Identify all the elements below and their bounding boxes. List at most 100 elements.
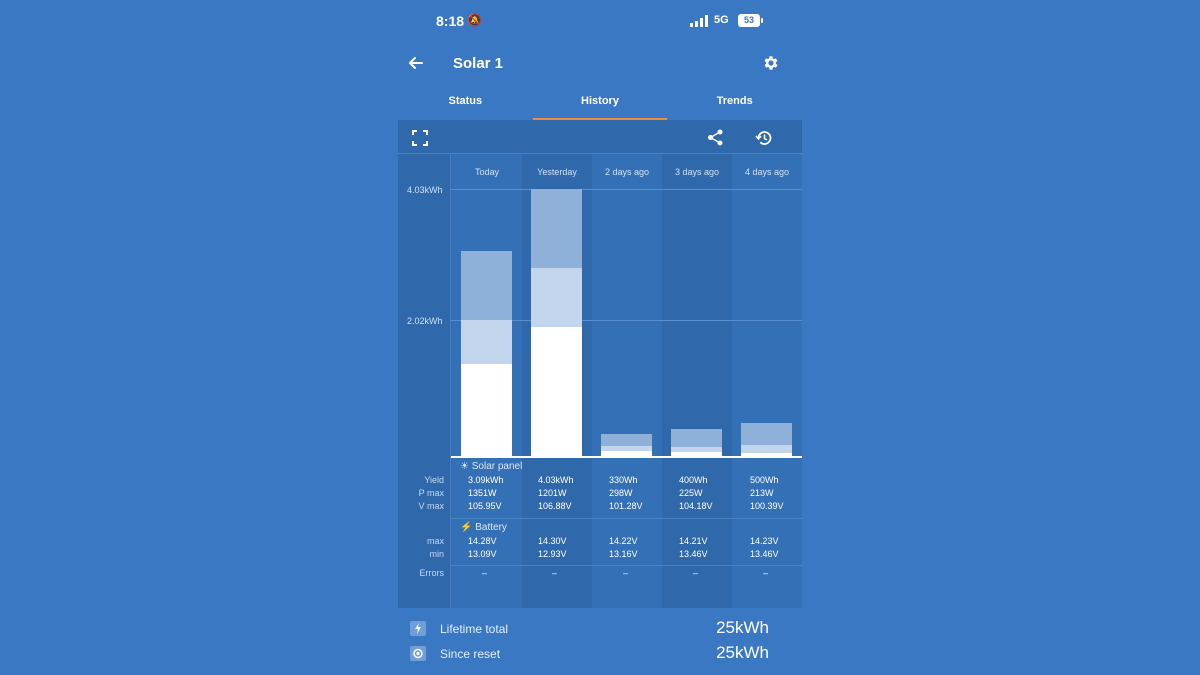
pmax-cell: 1201W [538, 488, 567, 498]
solar-panel-title: Solar panel [471, 461, 523, 472]
battery-min-cell: 13.46V [750, 549, 779, 559]
error-cell: – [623, 568, 629, 578]
phone-screen: 8:18 🔕 5G 53 Solar 1 Status History Tren… [398, 0, 802, 675]
reset-icon [410, 646, 426, 661]
since-reset-value: 25kWh [716, 643, 769, 662]
battery-max-cell: 14.22V [609, 536, 638, 546]
status-bar: 8:18 🔕 5G 53 [398, 0, 802, 44]
battery-min-cell: 13.16V [609, 549, 638, 559]
vmax-cell: 104.18V [679, 501, 713, 511]
lifetime-total-row: Lifetime total 25kWh [398, 617, 802, 641]
error-cell: – [482, 568, 488, 578]
yield-cell: 500Wh [750, 475, 779, 485]
tab-bar: Status History Trends [398, 88, 802, 120]
pmax-cell: 1351W [468, 488, 497, 498]
battery-section-title: ⚡ Battery [460, 522, 507, 533]
row-label-vmax: V max [418, 501, 444, 511]
battery-title: Battery [475, 522, 507, 533]
gridline [451, 189, 802, 190]
sun-icon: ☀ [460, 461, 469, 472]
pmax-cell: 298W [609, 488, 633, 498]
row-label-min: min [429, 549, 444, 559]
chart-toolbar [398, 120, 802, 154]
solar-panel-section-title: ☀ Solar panel [460, 461, 522, 472]
yield-cell: 330Wh [609, 475, 638, 485]
page-title: Solar 1 [453, 55, 504, 72]
lifetime-total-label: Lifetime total [440, 622, 509, 636]
signal-icon [690, 15, 710, 27]
column-bg [732, 154, 802, 608]
yield-cell: 400Wh [679, 475, 708, 485]
battery-max-cell: 14.21V [679, 536, 708, 546]
battery-max-cell: 14.30V [538, 536, 567, 546]
bar-segment-middle [601, 446, 652, 452]
y-axis-column [398, 154, 451, 608]
since-reset-row: Since reset 25kWh [398, 642, 802, 666]
gear-icon[interactable] [762, 54, 780, 72]
bar-segment-middle [741, 444, 792, 453]
bar-segment-middle [531, 267, 582, 328]
bar-segment-bottom [461, 363, 512, 456]
bar-segment-bottom [741, 452, 792, 456]
bar-segment-top [601, 434, 652, 447]
vmax-cell: 100.39V [750, 501, 784, 511]
column-bg [592, 154, 662, 608]
vmax-cell: 101.28V [609, 501, 643, 511]
lightning-icon [410, 621, 426, 636]
row-label-max: max [426, 536, 444, 546]
column-header-today: Today [474, 167, 500, 177]
vmax-cell: 106.88V [538, 501, 572, 511]
bar-segment-bottom [601, 451, 652, 456]
fullscreen-icon[interactable] [412, 130, 428, 146]
back-arrow-icon[interactable] [406, 53, 426, 73]
battery-min-cell: 13.09V [468, 549, 497, 559]
tab-history[interactable]: History [532, 88, 668, 120]
bar-segment-top [741, 422, 792, 445]
muted-bell-icon: 🔕 [467, 13, 482, 27]
column-header-3-days-ago: 3 days ago [674, 167, 720, 177]
battery-icon: 53 [738, 14, 763, 27]
section-divider [451, 565, 802, 566]
column-header-2-days-ago: 2 days ago [604, 167, 650, 177]
error-cell: – [693, 568, 699, 578]
battery-max-cell: 14.23V [750, 536, 779, 546]
bar-segment-top [671, 429, 722, 448]
error-cell: – [763, 568, 769, 578]
chart-baseline [451, 456, 802, 458]
share-icon[interactable] [707, 129, 724, 146]
y-tick-label: 4.03kWh [407, 185, 443, 195]
lifetime-total-value: 25kWh [716, 618, 769, 637]
pmax-cell: 225W [679, 488, 703, 498]
yield-cell: 3.09kWh [468, 475, 504, 485]
tab-trends[interactable]: Trends [716, 95, 753, 107]
vmax-cell: 105.95V [468, 501, 502, 511]
column-bg [662, 154, 732, 608]
network-label: 5G [714, 14, 729, 26]
row-label-yield: Yield [424, 475, 444, 485]
tab-status[interactable]: Status [448, 95, 483, 107]
bar-segment-top [461, 251, 512, 321]
gridline [451, 320, 802, 321]
yield-cell: 4.03kWh [538, 475, 574, 485]
history-icon[interactable] [755, 129, 773, 147]
battery-min-cell: 12.93V [538, 549, 567, 559]
y-tick-label: 2.02kWh [407, 316, 443, 326]
error-cell: – [552, 568, 558, 578]
row-label-errors: Errors [419, 568, 445, 578]
pmax-cell: 213W [750, 488, 774, 498]
battery-min-cell: 13.46V [679, 549, 708, 559]
column-header-4-days-ago: 4 days ago [744, 167, 790, 177]
column-header-yesterday: Yesterday [537, 167, 577, 177]
status-time: 8:18 [436, 13, 465, 29]
section-divider [451, 518, 802, 519]
bar-segment-bottom [531, 327, 582, 456]
row-label-pmax: P max [418, 488, 444, 498]
history-panel: Today Yesterday 2 days ago 3 days ago 4 … [398, 120, 802, 608]
lightning-icon: ⚡ [460, 522, 473, 533]
bar-segment-middle [671, 447, 722, 452]
since-reset-label: Since reset [440, 647, 501, 661]
battery-max-cell: 14.28V [468, 536, 497, 546]
bar-segment-middle [461, 320, 512, 364]
bar-segment-top [531, 189, 582, 268]
bar-segment-bottom [671, 452, 722, 456]
